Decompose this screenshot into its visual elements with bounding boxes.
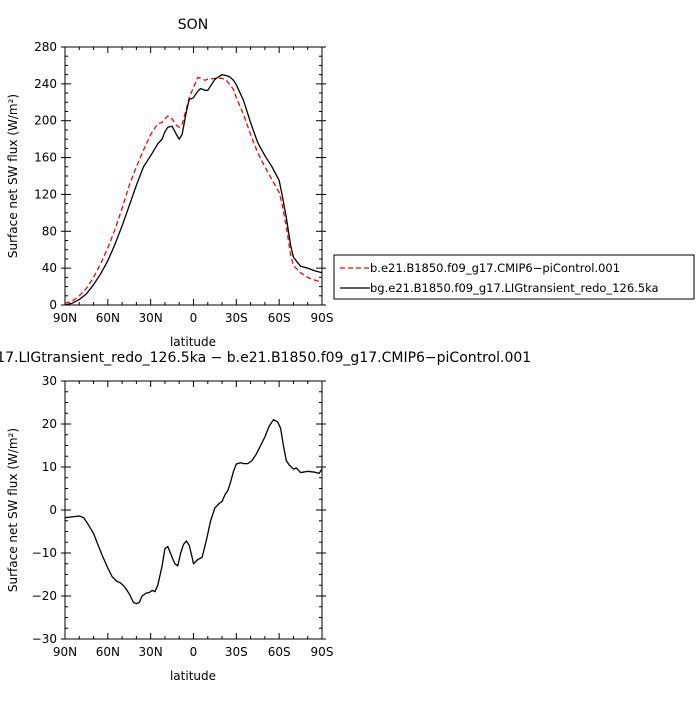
top-plot-frame bbox=[64, 46, 323, 306]
b-y-tick-label: 30 bbox=[42, 374, 57, 388]
top-series-lines bbox=[64, 73, 323, 306]
t-y-tick-label: 240 bbox=[34, 77, 57, 91]
t-y-tick-label: 160 bbox=[34, 151, 57, 165]
legend-label-control: b.e21.B1850.f09_g17.CMIP6−piControl.001 bbox=[370, 261, 620, 275]
bottom-chart-title: bg.e21.B1850.f09_g17.LIGtransient_redo_1… bbox=[0, 350, 531, 366]
b-y-tick-label: 0 bbox=[49, 503, 57, 517]
t-y-tick-label: 200 bbox=[34, 114, 57, 128]
bottom-axis-ticks bbox=[61, 380, 326, 640]
top-chart: SON 90N 60N 30N 0 30S 60S 90S 0 40 80 120 160 200 24… bbox=[6, 17, 333, 349]
t-x-tick-label: 90S bbox=[311, 311, 334, 325]
top-x-tick-labels: 90N 60N 30N 0 30S 60S 90S bbox=[53, 311, 334, 325]
top-y-axis-label: Surface net SW flux (W/m²) bbox=[6, 94, 20, 258]
t-x-tick-label: 60S bbox=[268, 311, 291, 325]
bottom-y-tick-labels: −30 −20 −10 0 10 20 30 bbox=[32, 374, 57, 646]
bottom-y-axis-label: Surface net SW flux (W/m²) bbox=[6, 428, 20, 592]
t-y-tick-label: 280 bbox=[34, 40, 57, 54]
b-x-tick-label: 0 bbox=[190, 645, 198, 659]
t-x-tick-label: 30S bbox=[225, 311, 248, 325]
t-x-tick-label: 60N bbox=[96, 311, 120, 325]
t-series-line-1 bbox=[64, 73, 323, 306]
bottom-x-tick-labels: 90N 60N 30N 0 30S 60S 90S bbox=[53, 645, 334, 659]
top-y-tick-labels: 0 40 80 120 160 200 240 280 bbox=[34, 40, 57, 312]
t-series-line-0 bbox=[64, 76, 323, 304]
t-x-tick-label: 90N bbox=[53, 311, 77, 325]
b-y-tick-label: 10 bbox=[42, 460, 57, 474]
b-x-tick-label: 90N bbox=[53, 645, 77, 659]
b-series-line-0 bbox=[64, 419, 323, 605]
legend-label-lig: bg.e21.B1850.f09_g17.LIGtransient_redo_1… bbox=[370, 281, 659, 295]
bottom-chart: bg.e21.B1850.f09_g17.LIGtransient_redo_1… bbox=[0, 350, 531, 683]
bottom-x-axis-label: latitude bbox=[170, 669, 216, 683]
b-y-tick-label: −30 bbox=[32, 632, 57, 646]
bottom-plot-frame bbox=[64, 380, 323, 640]
b-x-tick-label: 30N bbox=[139, 645, 163, 659]
t-y-tick-label: 80 bbox=[42, 224, 57, 238]
t-x-tick-label: 0 bbox=[190, 311, 198, 325]
b-y-tick-label: −10 bbox=[32, 546, 57, 560]
top-x-axis-label: latitude bbox=[170, 335, 216, 349]
legend: b.e21.B1850.f09_g17.CMIP6−piControl.001 … bbox=[333, 254, 695, 300]
b-y-tick-label: −20 bbox=[32, 589, 57, 603]
b-y-tick-label: 20 bbox=[42, 417, 57, 431]
t-x-tick-label: 30N bbox=[139, 311, 163, 325]
t-y-tick-label: 40 bbox=[42, 261, 57, 275]
top-axis-ticks bbox=[61, 46, 326, 306]
b-x-tick-label: 90S bbox=[311, 645, 334, 659]
b-x-tick-label: 60N bbox=[96, 645, 120, 659]
b-x-tick-label: 60S bbox=[268, 645, 291, 659]
top-chart-title: SON bbox=[178, 17, 208, 33]
bottom-series-lines bbox=[64, 419, 323, 605]
legend-box bbox=[333, 254, 695, 300]
b-x-tick-label: 30S bbox=[225, 645, 248, 659]
t-y-tick-label: 120 bbox=[34, 187, 57, 201]
t-y-tick-label: 0 bbox=[49, 298, 57, 312]
